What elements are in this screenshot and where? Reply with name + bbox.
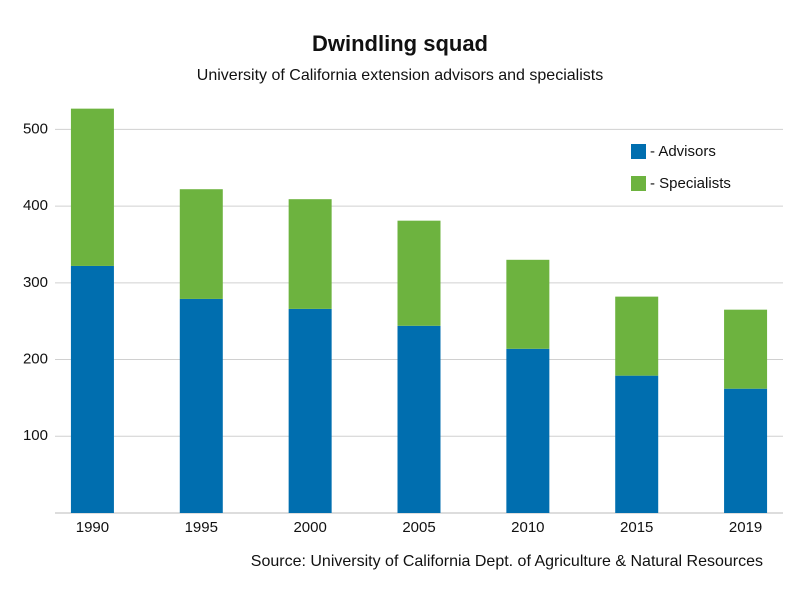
x-tick-label: 1995 (185, 519, 218, 536)
bar-segment (179, 189, 223, 299)
y-tick-label: 100 (23, 427, 48, 444)
chart-title: Dwindling squad (312, 31, 488, 56)
y-tick-label: 200 (23, 351, 48, 368)
bar-segment (179, 298, 223, 513)
legend-swatch (631, 144, 646, 159)
x-tick-label: 2015 (620, 519, 653, 536)
bar-segment (70, 108, 114, 266)
chart-subtitle: University of California extension advis… (197, 67, 603, 84)
bar-segment (397, 220, 441, 326)
legend-label: - Advisors (650, 143, 716, 160)
bar-segment (397, 325, 441, 513)
x-tick-label: 2000 (293, 519, 326, 536)
bar-segment (70, 265, 114, 513)
legend-swatch (631, 176, 646, 191)
legend-label: - Specialists (650, 175, 731, 192)
bar-segment (288, 308, 332, 513)
bar-segment (615, 375, 659, 513)
bar-segment (615, 296, 659, 376)
y-tick-label: 500 (23, 120, 48, 137)
x-tick-label: 2019 (729, 519, 762, 536)
bar-segment (288, 199, 332, 309)
bar-segment (506, 259, 550, 349)
bar-segment (724, 388, 768, 513)
bar-segment (724, 309, 768, 389)
x-tick-label: 1990 (76, 519, 109, 536)
x-tick-label: 2005 (402, 519, 435, 536)
y-tick-label: 400 (23, 197, 48, 214)
bar-segment (506, 348, 550, 513)
source-note: Source: University of California Dept. o… (251, 553, 763, 570)
x-tick-label: 2010 (511, 519, 544, 536)
y-tick-label: 300 (23, 274, 48, 291)
